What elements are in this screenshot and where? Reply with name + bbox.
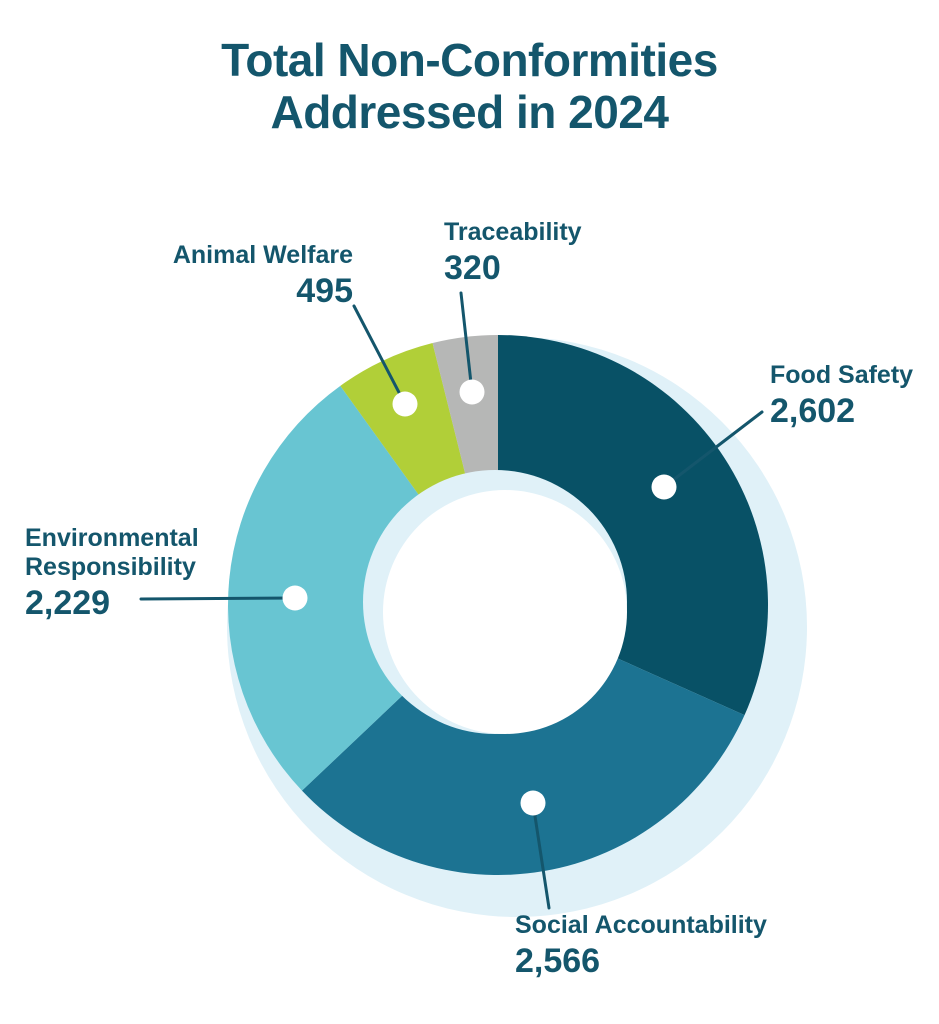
label-food-safety-value: 2,602 [770, 392, 856, 430]
label-environmental-responsibility-value: 2,229 [25, 584, 111, 622]
chart-title-line2: Addressed in 2024 [270, 86, 669, 139]
label-social-accountability-name: Social Accountability [515, 911, 767, 939]
label-food-safety-name: Food Safety [770, 361, 914, 389]
label-social-accountability-value: 2,566 [515, 942, 601, 980]
callout-dot-traceability [459, 379, 485, 405]
label-social-accountability: Social Accountability 2,566 [515, 911, 767, 978]
chart-title: Total Non-Conformities Addressed in 2024 [0, 34, 939, 139]
callout-dot-animal-welfare [392, 391, 418, 417]
label-traceability: Traceability 320 [444, 218, 582, 285]
leader-line-food-safety [662, 410, 764, 489]
label-food-safety: Food Safety 2,602 [770, 361, 913, 428]
label-environmental-responsibility: Environmental Responsibility 2,229 [25, 524, 225, 620]
leader-line-traceability [459, 291, 474, 394]
donut-segment-social-accountability [301, 605, 745, 875]
leader-line-animal-welfare [352, 304, 407, 406]
chart-title-line1: Total Non-Conformities [221, 34, 718, 86]
callout-dot-food-safety [651, 474, 677, 500]
leader-line-social-accountability [531, 801, 551, 910]
label-environmental-responsibility-name: Environmental Responsibility [25, 524, 199, 581]
leader-line-environmental-responsibility [139, 596, 297, 601]
callout-dot-environmental-responsibility [282, 585, 308, 611]
callout-dot-social-accountability [520, 790, 546, 816]
label-animal-welfare: Animal Welfare 495 [173, 241, 353, 308]
label-animal-welfare-value: 495 [296, 272, 353, 310]
donut-segment-environmental-responsibility [228, 385, 498, 791]
label-animal-welfare-name: Animal Welfare [172, 241, 353, 269]
label-traceability-name: Traceability [444, 218, 582, 246]
label-traceability-value: 320 [444, 249, 501, 287]
donut-hole [383, 490, 627, 734]
